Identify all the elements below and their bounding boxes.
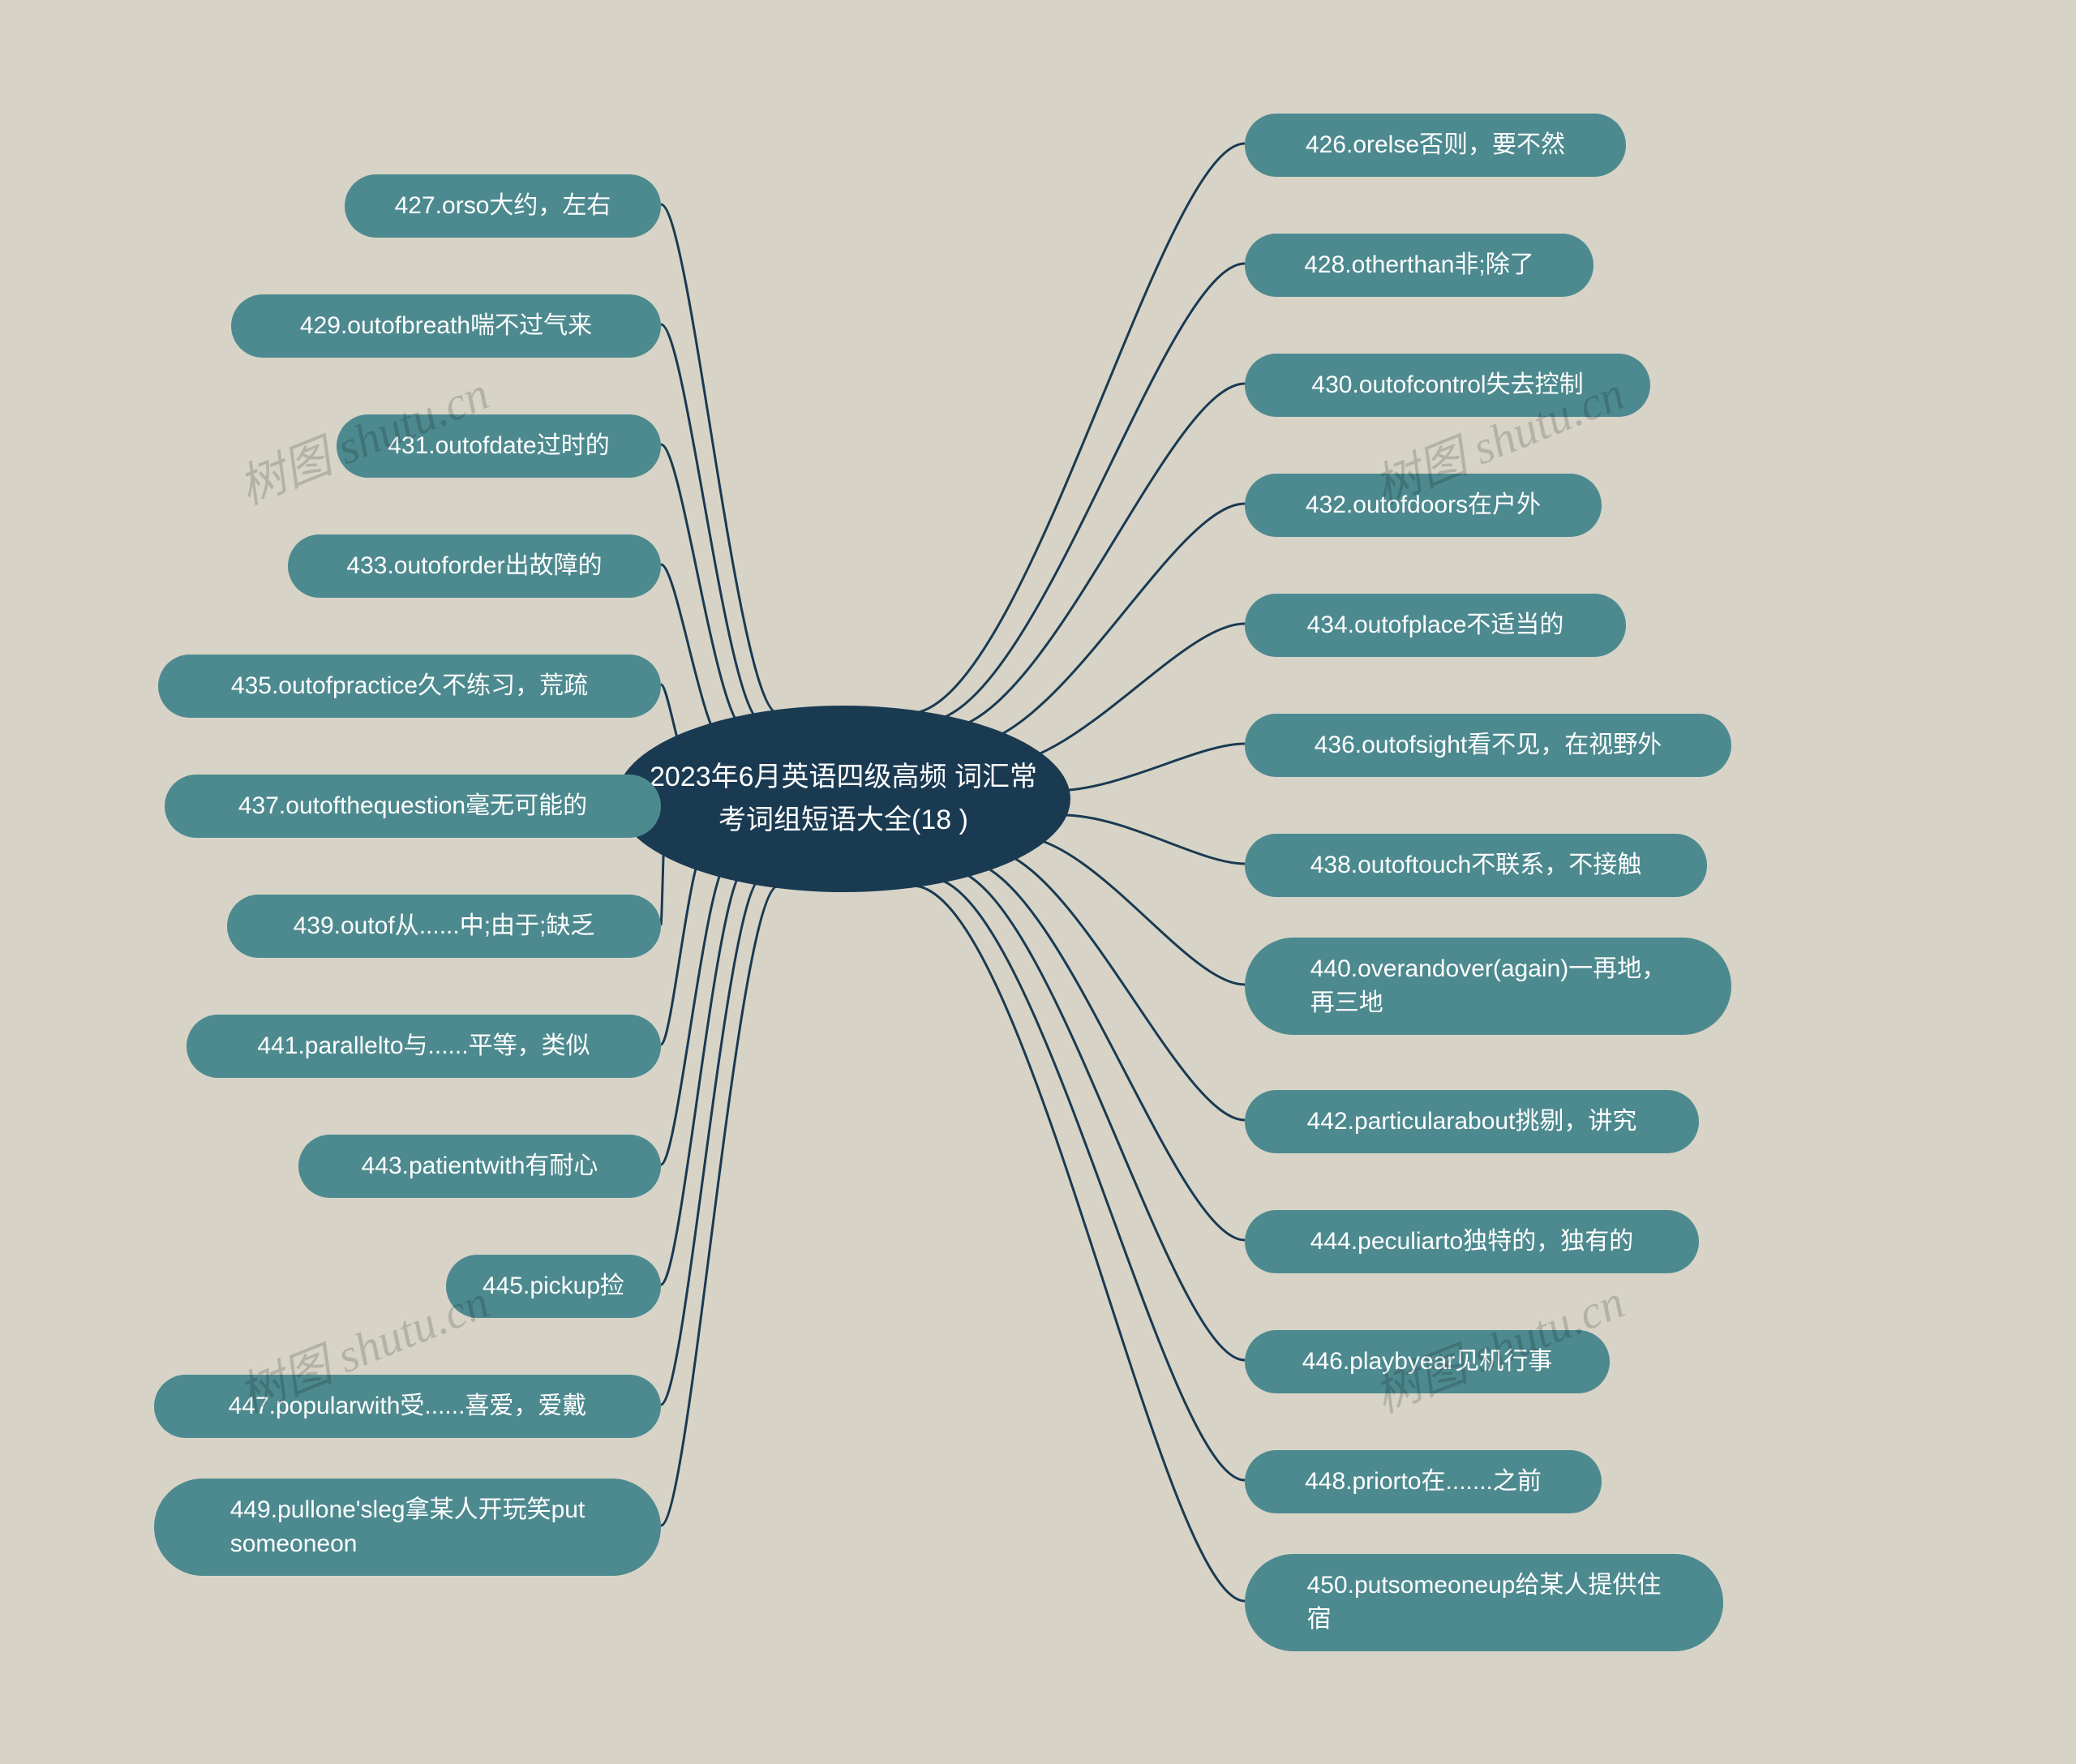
leaf-label: 426.orelse否则，要不然 <box>1306 128 1565 162</box>
edge-n444 <box>961 860 1245 1240</box>
mindmap-leaf-n427: 427.orso大约，左右 <box>345 174 661 238</box>
edge-n450 <box>912 886 1245 1601</box>
leaf-label: 445.pickup捡 <box>483 1269 624 1303</box>
mindmap-leaf-n430: 430.outofcontrol失去控制 <box>1245 354 1650 417</box>
edge-n427 <box>661 204 778 714</box>
leaf-label: 436.outofsight看不见，在视野外 <box>1315 728 1662 762</box>
edge-n446 <box>945 868 1245 1360</box>
leaf-label: 437.outofthequestion毫无可能的 <box>238 789 587 823</box>
edge-n448 <box>929 878 1245 1480</box>
edge-n431 <box>661 444 746 730</box>
leaf-label: 429.outofbreath喘不过气来 <box>300 309 592 343</box>
mindmap-leaf-n435: 435.outofpractice久不练习，荒疏 <box>158 655 661 718</box>
edge-n438 <box>1062 815 1245 864</box>
edge-n440 <box>1014 835 1245 985</box>
leaf-label: 448.priorto在.......之前 <box>1305 1465 1542 1499</box>
edge-n430 <box>941 384 1245 730</box>
mindmap-leaf-n426: 426.orelse否则，要不然 <box>1245 114 1626 177</box>
edge-n441 <box>661 848 706 1045</box>
mindmap-leaf-n442: 442.particularabout挑剔，讲究 <box>1245 1090 1699 1153</box>
edge-n432 <box>961 504 1245 746</box>
mindmap-leaf-n449: 449.pullone'sleg拿某人开玩笑put someoneon <box>154 1479 661 1576</box>
leaf-label: 433.outoforder出故障的 <box>346 549 602 583</box>
mindmap-center-node: 2023年6月英语四级高频 词汇常考词组短语大全(18 ) <box>616 706 1070 892</box>
mindmap-leaf-n431: 431.outofdate过时的 <box>337 414 661 478</box>
mindmap-leaf-n432: 432.outofdoors在户外 <box>1245 474 1602 537</box>
mindmap-leaf-n429: 429.outofbreath喘不过气来 <box>231 294 661 358</box>
mindmap-leaf-n436: 436.outofsight看不见，在视野外 <box>1245 714 1731 777</box>
mindmap-leaf-n433: 433.outoforder出故障的 <box>288 534 661 598</box>
mindmap-leaf-n428: 428.otherthan非;除了 <box>1245 234 1593 297</box>
leaf-label: 449.pullone'sleg拿某人开玩笑put someoneon <box>230 1493 585 1561</box>
mindmap-leaf-n443: 443.patientwith有耐心 <box>298 1135 661 1198</box>
edge-n433 <box>661 564 726 746</box>
mindmap-leaf-n434: 434.outofplace不适当的 <box>1245 594 1626 657</box>
mindmap-leaf-n438: 438.outoftouch不联系，不接触 <box>1245 834 1707 897</box>
center-label: 2023年6月英语四级高频 词汇常考词组短语大全(18 ) <box>649 756 1038 841</box>
mindmap-leaf-n439: 439.outof从......中;由于;缺乏 <box>227 895 661 958</box>
leaf-label: 432.outofdoors在户外 <box>1306 488 1541 522</box>
edge-n426 <box>908 144 1245 714</box>
mindmap-leaf-n440: 440.overandover(again)一再地， 再三地 <box>1245 938 1731 1035</box>
leaf-label: 444.peculiarto独特的，独有的 <box>1310 1225 1633 1259</box>
leaf-label: 428.otherthan非;除了 <box>1304 248 1534 282</box>
edge-n429 <box>661 324 762 722</box>
leaf-label: 434.outofplace不适当的 <box>1307 608 1564 642</box>
edge-n449 <box>661 886 778 1526</box>
leaf-label: 430.outofcontrol失去控制 <box>1311 368 1583 402</box>
leaf-label: 440.overandover(again)一再地， 再三地 <box>1310 952 1666 1020</box>
leaf-label: 431.outofdate过时的 <box>388 429 610 463</box>
leaf-label: 427.orso大约，左右 <box>395 189 611 223</box>
edge-n442 <box>981 848 1245 1120</box>
leaf-label: 443.patientwith有耐心 <box>362 1149 598 1183</box>
leaf-label: 441.parallelto与......平等，类似 <box>257 1029 590 1063</box>
mindmap-leaf-n447: 447.popularwith受......喜爱，爱戴 <box>154 1375 661 1438</box>
leaf-label: 446.playbyear见机行事 <box>1302 1345 1552 1379</box>
leaf-label: 439.outof从......中;由于;缺乏 <box>294 909 595 943</box>
mindmap-leaf-n441: 441.parallelto与......平等，类似 <box>187 1015 661 1078</box>
mindmap-leaf-n446: 446.playbyear见机行事 <box>1245 1330 1610 1393</box>
edge-n443 <box>661 860 730 1165</box>
leaf-label: 450.putsomeoneup给某人提供住 宿 <box>1307 1569 1662 1637</box>
mindmap-leaf-n445: 445.pickup捡 <box>446 1255 661 1318</box>
leaf-label: 447.popularwith受......喜爱，爱戴 <box>229 1389 587 1423</box>
leaf-label: 435.outofpractice久不练习，荒疏 <box>231 669 588 703</box>
leaf-label: 438.outoftouch不联系，不接触 <box>1310 848 1642 882</box>
mindmap-leaf-n437: 437.outofthequestion毫无可能的 <box>165 775 661 838</box>
leaf-label: 442.particularabout挑剔，讲究 <box>1307 1105 1637 1139</box>
mindmap-leaf-n444: 444.peculiarto独特的，独有的 <box>1245 1210 1699 1273</box>
edge-n428 <box>924 264 1245 722</box>
edge-n447 <box>661 878 762 1405</box>
edge-n436 <box>1054 744 1245 791</box>
mindmap-leaf-n448: 448.priorto在.......之前 <box>1245 1450 1602 1513</box>
mindmap-leaf-n450: 450.putsomeoneup给某人提供住 宿 <box>1245 1554 1723 1651</box>
edge-n445 <box>661 868 746 1285</box>
